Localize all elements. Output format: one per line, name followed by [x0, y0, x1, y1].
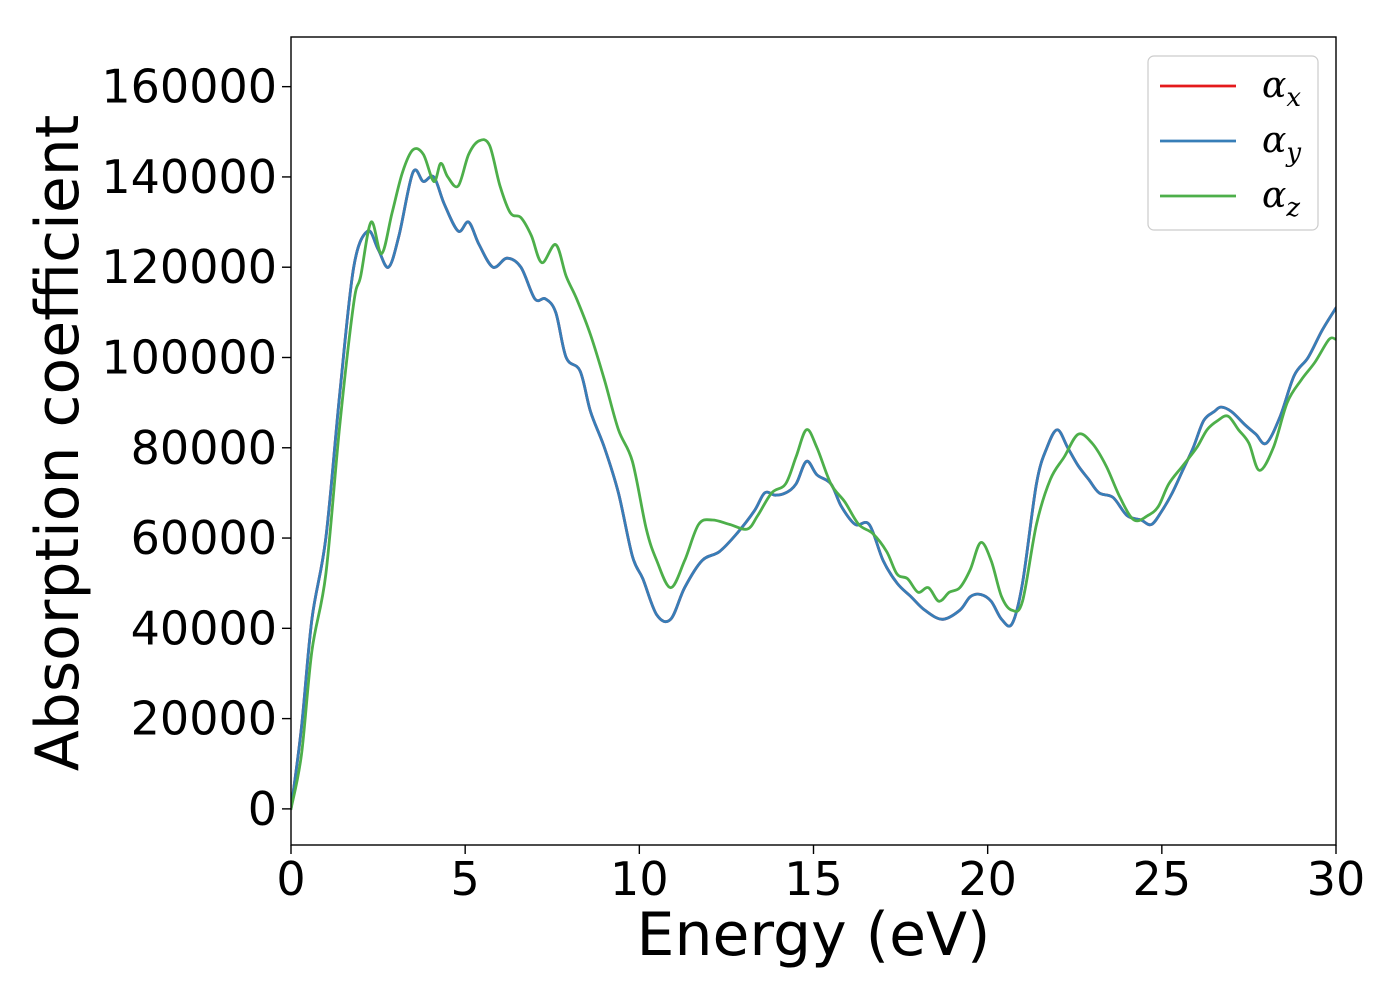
x-axis: 0 5 10 15 20 25 30 — [276, 845, 1365, 906]
legend-subscript: y — [1285, 138, 1301, 168]
series-line-y — [291, 168, 1336, 811]
series-line-x — [291, 168, 1336, 811]
legend-box — [1147, 55, 1319, 231]
series-line-z — [291, 138, 1336, 811]
legend-symbol: α — [1262, 175, 1286, 216]
y-tick-label: 140000 — [101, 150, 277, 204]
x-tick-label: 15 — [784, 852, 843, 906]
y-tick-label: 80000 — [131, 421, 277, 475]
y-tick-label: 120000 — [101, 240, 277, 294]
y-axis: 0 20000 40000 60000 80000 100000 120000 140000 1… — [101, 60, 291, 836]
x-axis-title: Energy (eV) — [637, 900, 991, 970]
legend-symbol: α — [1262, 120, 1286, 161]
x-tick-label: 5 — [451, 852, 480, 906]
x-tick-label: 20 — [958, 852, 1017, 906]
y-tick-label: 100000 — [101, 330, 277, 384]
legend-entry-z: αz — [1262, 175, 1300, 223]
x-tick-label: 25 — [1133, 852, 1192, 906]
y-tick-label: 0 — [248, 782, 277, 836]
legend-entry-x: αx — [1262, 65, 1301, 113]
y-tick-label: 160000 — [101, 60, 277, 114]
y-tick-label: 40000 — [131, 601, 277, 655]
x-tick-label: 10 — [610, 852, 669, 906]
legend-symbol: α — [1262, 65, 1286, 106]
y-tick-label: 20000 — [131, 692, 277, 746]
legend-entry-y: αy — [1262, 120, 1301, 168]
legend-subscript: x — [1286, 83, 1301, 113]
y-tick-label: 60000 — [131, 511, 277, 565]
legend-subscript: z — [1285, 193, 1300, 223]
x-tick-label: 0 — [276, 852, 305, 906]
y-axis-title: Absorption coefficient — [23, 115, 93, 772]
x-tick-label: 30 — [1307, 852, 1366, 906]
series-layer — [291, 138, 1336, 811]
